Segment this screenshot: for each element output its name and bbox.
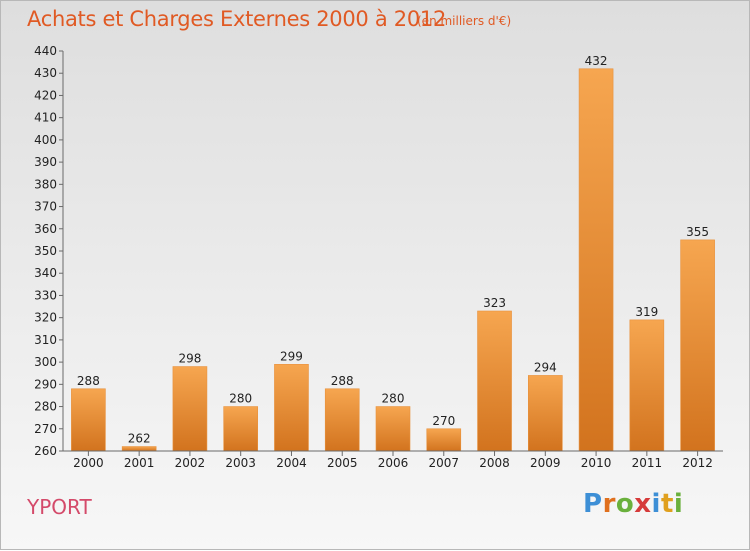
bar-2005 (324, 388, 360, 452)
chart-subtitle: (en milliers d'€) (417, 14, 512, 28)
y-tick-label-440: 440 (34, 44, 57, 58)
y-tick-label-420: 420 (34, 88, 57, 102)
logo-letter: t (660, 489, 674, 519)
bar-2004 (274, 364, 309, 452)
y-tick-label-360: 360 (34, 222, 57, 236)
logo-letter: P (583, 489, 603, 519)
bar-2008 (477, 310, 512, 452)
logo-letter: r (602, 489, 616, 519)
y-tick-label-310: 310 (34, 333, 57, 347)
x-tick-label-2009: 2009 (530, 456, 561, 470)
value-label-2009: 294 (534, 360, 557, 374)
x-tick-label-2010: 2010 (581, 456, 612, 470)
logo-letter: x (634, 489, 652, 519)
bars-group: 288 262 298 280 299 288 280 270 323 294 432 319 355 (71, 54, 715, 452)
x-tick-label-2008: 2008 (479, 456, 510, 470)
y-tick-label-350: 350 (34, 244, 57, 258)
value-label-2011: 319 (635, 305, 658, 319)
bar-2001 (121, 446, 157, 452)
y-tick-label-380: 380 (34, 177, 57, 191)
bar-2006 (375, 406, 411, 452)
x-tick-label-2011: 2011 (632, 456, 663, 470)
x-tick-label-2006: 2006 (378, 456, 409, 470)
logo-letter: o (615, 489, 635, 519)
chart-title: Achats et Charges Externes 2000 à 2012 (27, 7, 447, 31)
value-label-2012: 355 (686, 225, 709, 239)
value-label-2005: 288 (331, 374, 354, 388)
logo-letter: i (673, 489, 684, 519)
y-tick-label-320: 320 (34, 311, 57, 325)
y-tick-label-430: 430 (34, 66, 57, 80)
value-label-2002: 298 (178, 352, 201, 366)
bar-2010 (578, 68, 614, 452)
value-label-2007: 270 (432, 414, 455, 428)
x-tick-label-2000: 2000 (73, 456, 104, 470)
x-tick-label-2001: 2001 (124, 456, 155, 470)
bar-2000 (71, 388, 106, 452)
x-tick-label-2005: 2005 (327, 456, 358, 470)
x-tick-label-2002: 2002 (175, 456, 206, 470)
y-tick-label-340: 340 (34, 266, 57, 280)
y-tick-label-290: 290 (34, 377, 57, 391)
bar-2009 (528, 375, 563, 452)
bar-2002 (172, 366, 208, 452)
bar-2012 (680, 239, 715, 452)
y-tick-label-270: 270 (34, 422, 57, 436)
bar-2007 (426, 428, 462, 452)
x-tick-label-2007: 2007 (428, 456, 459, 470)
value-label-2004: 299 (280, 349, 303, 363)
y-tick-label-300: 300 (34, 355, 57, 369)
value-label-2006: 280 (382, 392, 405, 406)
x-tick-label-2004: 2004 (276, 456, 307, 470)
y-tick-label-280: 280 (34, 400, 57, 414)
logo-letter: i (651, 489, 661, 519)
axes-group: 2000 2001 2002 2003 2004 2005 2006 2007 2008 2009… (34, 44, 723, 470)
commune-name: YPORT (27, 495, 92, 519)
value-label-2003: 280 (229, 392, 252, 406)
y-tick-label-260: 260 (34, 444, 57, 458)
value-label-2001: 262 (128, 432, 151, 446)
y-tick-label-390: 390 (34, 155, 57, 169)
y-tick-label-330: 330 (34, 288, 57, 302)
bar-2011 (629, 319, 665, 452)
value-label-2008: 323 (483, 296, 506, 310)
y-tick-label-370: 370 (34, 200, 57, 214)
y-tick-label-400: 400 (34, 133, 57, 147)
y-tick-label-410: 410 (34, 111, 57, 125)
bar-2003 (223, 406, 258, 452)
value-label-2010: 432 (585, 54, 608, 68)
value-label-2000: 288 (77, 374, 100, 388)
x-tick-label-2012: 2012 (682, 456, 713, 470)
x-tick-label-2003: 2003 (225, 456, 256, 470)
proxiti-logo[interactable]: Proxiti (583, 489, 683, 519)
